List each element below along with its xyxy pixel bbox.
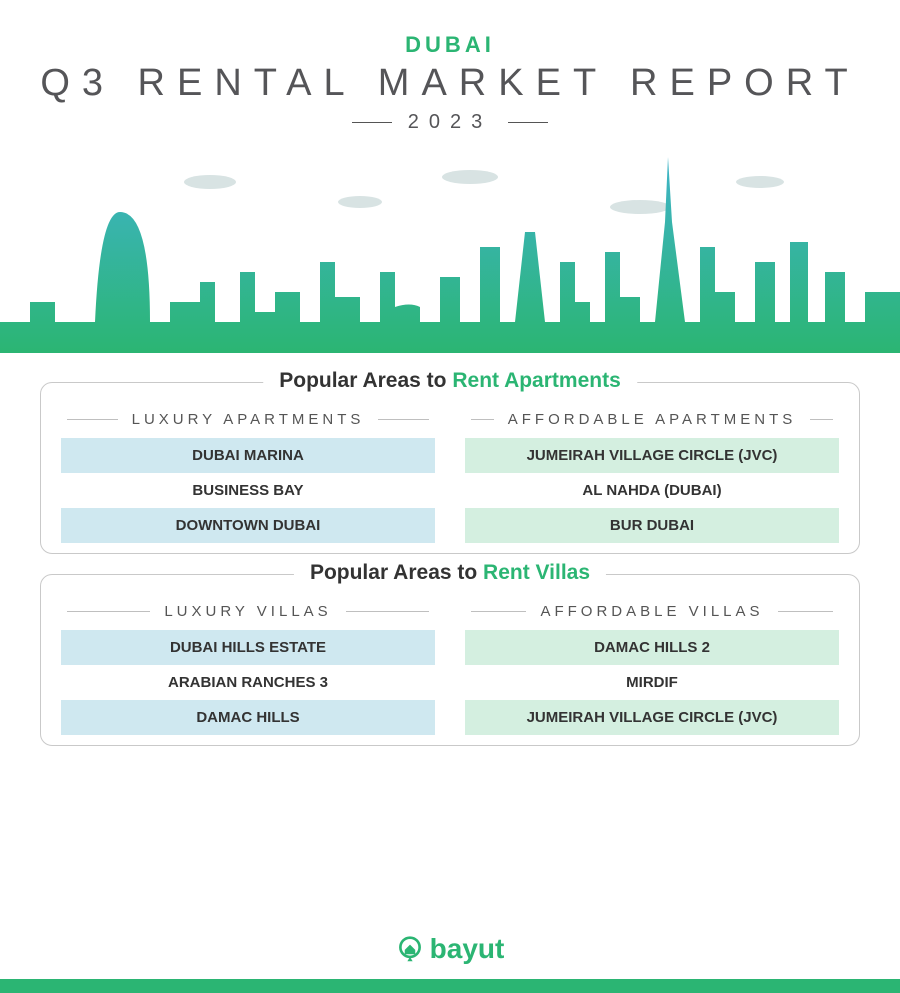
panel-title-prefix: Popular Areas to xyxy=(279,369,452,392)
col-rule xyxy=(346,611,429,612)
footer: bayut xyxy=(0,933,900,993)
table-row: BUR DUBAI xyxy=(465,508,839,543)
table-row: AL NAHDA (DUBAI) xyxy=(465,473,839,508)
table-row: BUSINESS BAY xyxy=(61,473,435,508)
year-wrap: 2023 xyxy=(0,111,900,134)
brand-name: bayut xyxy=(430,933,505,965)
table-row: DAMAC HILLS xyxy=(61,700,435,735)
panel-title-apartments: Popular Areas to Rent Apartments xyxy=(263,369,637,393)
panel-title-prefix: Popular Areas to xyxy=(310,561,483,584)
title-main: Q3 RENTAL MARKET REPORT xyxy=(40,62,859,105)
title-city: DUBAI xyxy=(0,32,900,58)
panel-title-accent: Rent Villas xyxy=(483,561,590,584)
title-main-wrap: Q3 RENTAL MARKET REPORT xyxy=(0,62,900,105)
col-rule xyxy=(67,419,118,420)
house-pin-icon xyxy=(396,935,424,963)
col-heading-luxury-apts: LUXURY APARTMENTS xyxy=(132,411,365,428)
table-row: JUMEIRAH VILLAGE CIRCLE (JVC) xyxy=(465,700,839,735)
table-row: DUBAI MARINA xyxy=(61,438,435,473)
table-row: DOWNTOWN DUBAI xyxy=(61,508,435,543)
col-heading-affordable-apts: AFFORDABLE APARTMENTS xyxy=(508,411,797,428)
table-row: DUBAI HILLS ESTATE xyxy=(61,630,435,665)
skyline-illustration xyxy=(0,152,900,362)
year-rule-right xyxy=(508,122,548,123)
table-row: JUMEIRAH VILLAGE CIRCLE (JVC) xyxy=(465,438,839,473)
col-affordable-villas: AFFORDABLE VILLAS DAMAC HILLS 2 MIRDIF J… xyxy=(465,603,839,735)
col-rule xyxy=(778,611,833,612)
footer-bar xyxy=(0,979,900,993)
col-rule xyxy=(378,419,429,420)
col-heading-affordable-villas: AFFORDABLE VILLAS xyxy=(540,603,763,620)
table-row: MIRDIF xyxy=(465,665,839,700)
year-rule-left xyxy=(352,122,392,123)
title-year: 2023 xyxy=(408,111,493,134)
col-rule xyxy=(810,419,833,420)
col-rule xyxy=(471,419,494,420)
col-heading-luxury-villas: LUXURY VILLAS xyxy=(164,603,331,620)
col-affordable-apartments: AFFORDABLE APARTMENTS JUMEIRAH VILLAGE C… xyxy=(465,411,839,543)
col-luxury-apartments: LUXURY APARTMENTS DUBAI MARINA BUSINESS … xyxy=(61,411,435,543)
panel-title-accent: Rent Apartments xyxy=(452,369,620,392)
panel-apartments: Popular Areas to Rent Apartments LUXURY … xyxy=(40,382,860,554)
table-row: DAMAC HILLS 2 xyxy=(465,630,839,665)
panel-title-villas: Popular Areas to Rent Villas xyxy=(294,561,606,585)
brand-logo: bayut xyxy=(396,933,505,965)
col-rule xyxy=(471,611,526,612)
panel-villas: Popular Areas to Rent Villas LUXURY VILL… xyxy=(40,574,860,746)
header: DUBAI Q3 RENTAL MARKET REPORT 2023 xyxy=(0,0,900,134)
col-luxury-villas: LUXURY VILLAS DUBAI HILLS ESTATE ARABIAN… xyxy=(61,603,435,735)
table-row: ARABIAN RANCHES 3 xyxy=(61,665,435,700)
col-rule xyxy=(67,611,150,612)
